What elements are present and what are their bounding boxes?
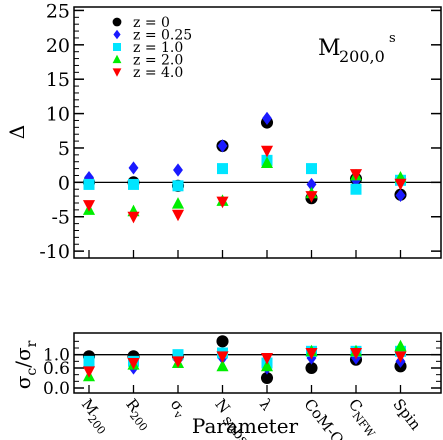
data-point bbox=[216, 196, 229, 209]
data-point bbox=[173, 163, 183, 177]
y-tick-label: -5 bbox=[51, 207, 70, 229]
data-point bbox=[172, 349, 184, 361]
data-point bbox=[306, 177, 317, 192]
legend-label: z = 0 bbox=[133, 15, 170, 31]
data-point bbox=[217, 163, 228, 175]
data-point bbox=[171, 209, 185, 222]
legend-marker bbox=[112, 54, 122, 64]
data-point bbox=[83, 178, 95, 190]
top-panel: -10 -5 0 5 10 15 20 25 z = 0z = 0.25z = 1.0z = 2… bbox=[39, 0, 442, 263]
data-point bbox=[394, 178, 407, 191]
data-point bbox=[394, 351, 407, 363]
data-point bbox=[350, 183, 362, 195]
y-tick-label: 15 bbox=[46, 69, 70, 91]
y-tick-label: 0.6 bbox=[43, 359, 70, 379]
data-point bbox=[306, 163, 317, 175]
data-point bbox=[305, 361, 318, 375]
data-point bbox=[216, 359, 229, 372]
data-point bbox=[128, 178, 139, 190]
annotation-subscript: 200,0 bbox=[339, 47, 385, 66]
x-category-label: Spin bbox=[389, 395, 425, 433]
legend-label: z = 0.25 bbox=[133, 28, 192, 44]
data-point bbox=[349, 169, 363, 181]
data-point bbox=[260, 353, 274, 365]
data-point bbox=[127, 358, 140, 370]
data-point bbox=[260, 359, 274, 372]
legend-label: z = 1.0 bbox=[133, 40, 183, 56]
x-category-label: CNFW bbox=[342, 395, 384, 440]
legend-label: z = 2.0 bbox=[133, 53, 183, 69]
data-point bbox=[83, 355, 95, 367]
annotation-main: M bbox=[318, 36, 341, 61]
data-point bbox=[128, 161, 139, 175]
data-point bbox=[217, 139, 228, 153]
data-point bbox=[262, 111, 272, 126]
data-point bbox=[82, 366, 96, 378]
x-category-label: σv bbox=[164, 395, 191, 422]
y-tick-label: -10 bbox=[39, 241, 70, 263]
y-tick-label: 0 bbox=[58, 172, 70, 194]
data-point bbox=[395, 345, 406, 357]
y-axis-title-top: Δ bbox=[5, 125, 29, 139]
data-point bbox=[171, 197, 185, 209]
legend-marker bbox=[113, 43, 121, 51]
data-point bbox=[82, 200, 96, 212]
data-point bbox=[349, 348, 363, 360]
data-point bbox=[216, 335, 229, 348]
x-category-label: λ bbox=[256, 395, 276, 414]
y-tick-label: 25 bbox=[46, 0, 70, 22]
legend-marker bbox=[112, 68, 122, 77]
data-point bbox=[305, 348, 318, 360]
y-tick-label: 1.0 bbox=[43, 346, 70, 366]
data-point bbox=[260, 145, 274, 158]
bottom-plot-frame bbox=[73, 332, 442, 394]
y-tick-label: 10 bbox=[46, 104, 70, 126]
data-point bbox=[216, 351, 229, 363]
y-tick-label: 0.0 bbox=[43, 379, 70, 399]
legend-marker bbox=[113, 29, 121, 40]
x-category-label: R200 bbox=[120, 395, 156, 433]
y-tick-label: 5 bbox=[58, 138, 70, 160]
y-axis-title-bottom: σc/σr bbox=[11, 340, 40, 389]
bottom-panel: 0.00.61.0σc/σr bbox=[11, 332, 442, 399]
x-axis-title: Parameter bbox=[192, 414, 299, 438]
legend-marker bbox=[112, 17, 122, 27]
annotation-superscript: s bbox=[389, 31, 396, 46]
data-point bbox=[171, 356, 185, 368]
data-point bbox=[260, 371, 274, 385]
y-tick-label: 20 bbox=[46, 35, 70, 57]
data-point bbox=[395, 188, 406, 203]
legend-label: z = 4.0 bbox=[133, 65, 183, 81]
x-category-label: M200 bbox=[75, 395, 114, 437]
data-point bbox=[305, 191, 318, 203]
data-point bbox=[127, 211, 140, 224]
data-point bbox=[172, 180, 184, 192]
x-category-label: CoM-Off bbox=[300, 395, 354, 440]
data-point bbox=[394, 339, 407, 352]
top-plot-frame bbox=[73, 6, 442, 259]
data-point bbox=[260, 156, 274, 169]
